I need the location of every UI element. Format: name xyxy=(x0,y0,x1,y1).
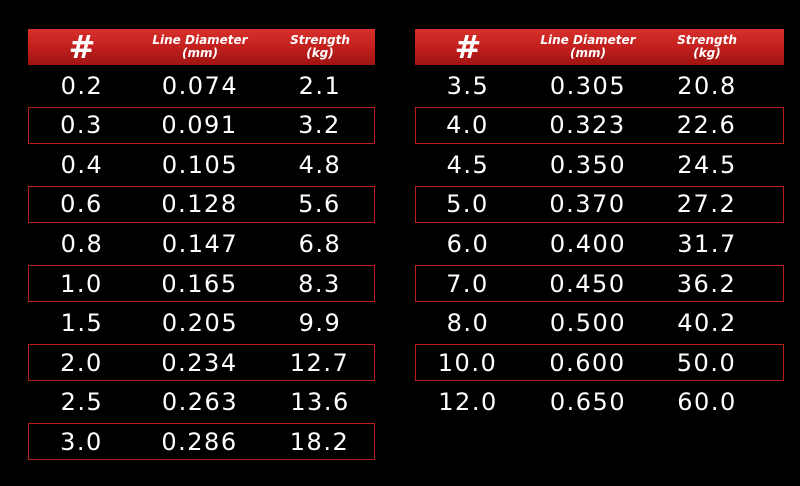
header-text: Line Diameter xyxy=(152,33,248,47)
cell-value: 4.0 xyxy=(446,111,489,140)
table-row: 7.0 0.450 36.2 xyxy=(415,265,784,302)
cell-value: 0.205 xyxy=(161,309,239,338)
cell-value: 0.234 xyxy=(161,348,238,377)
table-row: 3.0 0.286 18.2 xyxy=(28,423,375,461)
header-text: # xyxy=(68,28,96,66)
cell-value: 0.350 xyxy=(549,150,627,179)
cell-value: 0.2 xyxy=(60,71,104,100)
header-text: Line Diameter xyxy=(540,33,636,47)
cell-value: 1.5 xyxy=(60,309,104,338)
table-row: 5.0 0.370 27.2 xyxy=(415,185,784,223)
header-cell: # xyxy=(403,29,533,65)
cell-value: 0.286 xyxy=(161,427,238,456)
cell-value: 20.8 xyxy=(677,71,737,100)
table-row: 0.8 0.147 6.8 xyxy=(28,225,375,262)
table-row: 3.5 0.305 20.8 xyxy=(415,67,784,104)
cell-value: 31.7 xyxy=(677,229,737,258)
header-cell: # xyxy=(17,29,147,65)
cell-value: 0.3 xyxy=(60,111,103,140)
cell-value: 5.0 xyxy=(446,190,489,219)
header-cell: Strength (kg) xyxy=(255,29,385,65)
cell-value: 0.6 xyxy=(60,190,103,219)
cell-value: 0.165 xyxy=(161,269,238,298)
cell-value: 12.7 xyxy=(289,348,350,377)
table-header: # Line Diameter (mm) Strength (kg) xyxy=(415,29,784,65)
cell-value: 0.8 xyxy=(60,229,104,258)
cell-value: 5.6 xyxy=(298,190,341,219)
header-text: (kg) xyxy=(693,46,721,60)
header-cell: Line Diameter (mm) xyxy=(523,29,653,65)
cell-value: 9.9 xyxy=(298,309,342,338)
table-row: 6.0 0.400 31.7 xyxy=(415,225,784,262)
table-row: 0.4 0.105 4.8 xyxy=(28,146,375,183)
table-row: 12.0 0.650 60.0 xyxy=(415,384,784,421)
cell-value: 0.323 xyxy=(549,111,626,140)
cell-value: 0.105 xyxy=(161,150,239,179)
cell-value: 60.0 xyxy=(677,388,737,417)
cell-value: 6.8 xyxy=(298,229,342,258)
header-text: Strength xyxy=(677,33,737,47)
cell-value: 3.2 xyxy=(298,111,341,140)
cell-value: 0.650 xyxy=(549,388,627,417)
cell-value: 0.128 xyxy=(161,190,238,219)
cell-value: 8.3 xyxy=(298,269,341,298)
cell-value: 24.5 xyxy=(677,150,737,179)
table-row: 0.6 0.128 5.6 xyxy=(28,185,375,223)
spec-table: # Line Diameter (mm) Strength (kg) 3.5 0.305 20… xyxy=(415,29,784,469)
cell-value: 0.4 xyxy=(60,150,104,179)
cell-value: 0.091 xyxy=(161,111,238,140)
cell-value: 18.2 xyxy=(289,427,350,456)
cell-value: 3.0 xyxy=(60,427,103,456)
cell-value: 2.5 xyxy=(60,388,104,417)
header-text: (mm) xyxy=(182,46,218,60)
cell-value: 7.0 xyxy=(446,269,489,298)
table-row: 4.5 0.350 24.5 xyxy=(415,146,784,183)
cell-value: 0.074 xyxy=(161,71,239,100)
cell-value: 40.2 xyxy=(677,309,737,338)
cell-value: 0.500 xyxy=(549,309,627,338)
header-text: (mm) xyxy=(570,46,606,60)
cell-value: 0.305 xyxy=(549,71,627,100)
table-row: 8.0 0.500 40.2 xyxy=(415,305,784,342)
header-text: (kg) xyxy=(306,46,334,60)
cell-value: 0.450 xyxy=(549,269,626,298)
cell-value: 0.400 xyxy=(549,229,627,258)
cell-value: 22.6 xyxy=(676,111,737,140)
cell-value: 2.1 xyxy=(298,71,342,100)
cell-value: 4.8 xyxy=(298,150,342,179)
cell-value: 12.0 xyxy=(438,388,498,417)
cell-value: 2.0 xyxy=(60,348,103,377)
header-text: # xyxy=(454,28,482,66)
header-cell: Strength (kg) xyxy=(642,29,772,65)
table-row: 0.3 0.091 3.2 xyxy=(28,106,375,144)
cell-value: 1.0 xyxy=(60,269,103,298)
cell-value: 0.600 xyxy=(549,348,626,377)
cell-value: 4.5 xyxy=(446,150,490,179)
cell-value: 0.147 xyxy=(161,229,239,258)
cell-value: 10.0 xyxy=(437,348,498,377)
table-row: 2.0 0.234 12.7 xyxy=(28,344,375,382)
cell-value: 3.5 xyxy=(446,71,490,100)
header-cell: Line Diameter (mm) xyxy=(135,29,265,65)
cell-value: 6.0 xyxy=(446,229,490,258)
table-header: # Line Diameter (mm) Strength (kg) xyxy=(28,29,375,65)
cell-value: 36.2 xyxy=(676,269,737,298)
cell-value: 8.0 xyxy=(446,309,490,338)
table-row: 10.0 0.600 50.0 xyxy=(415,344,784,382)
spec-table: # Line Diameter (mm) Strength (kg) 0.2 0.074 2.… xyxy=(28,29,375,469)
table-row: 1.0 0.165 8.3 xyxy=(28,265,375,302)
table-row: 4.0 0.323 22.6 xyxy=(415,106,784,144)
cell-value: 0.263 xyxy=(161,388,239,417)
table-row: 2.5 0.263 13.6 xyxy=(28,384,375,421)
table-row: 1.5 0.205 9.9 xyxy=(28,305,375,342)
cell-value: 50.0 xyxy=(676,348,737,377)
cell-value: 13.6 xyxy=(290,388,350,417)
table-row: 0.2 0.074 2.1 xyxy=(28,67,375,104)
cell-value: 0.370 xyxy=(549,190,626,219)
cell-value: 27.2 xyxy=(676,190,737,219)
header-text: Strength xyxy=(290,33,350,47)
